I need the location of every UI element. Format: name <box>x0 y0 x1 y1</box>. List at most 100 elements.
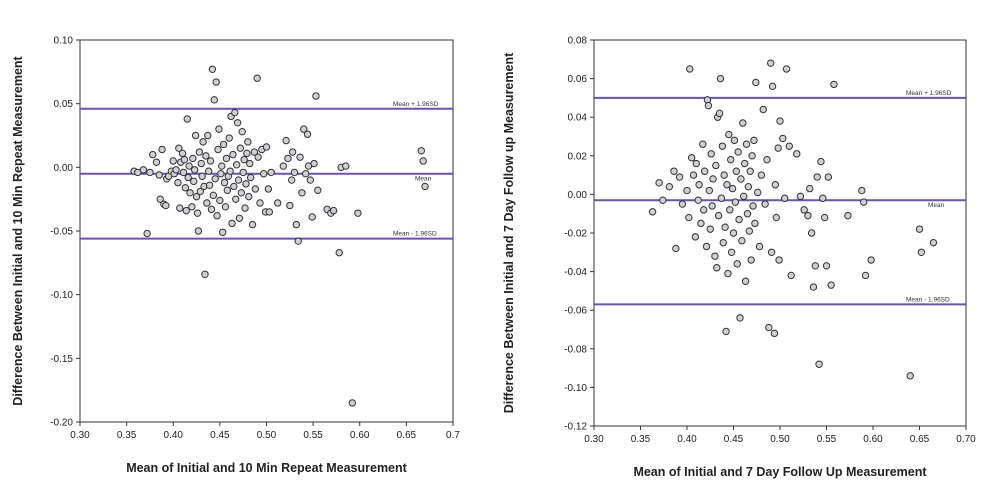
data-point <box>223 186 232 194</box>
data-point <box>260 170 268 178</box>
data-point <box>216 196 224 205</box>
data-point <box>694 196 702 204</box>
data-point <box>335 248 343 257</box>
data-point <box>724 269 732 278</box>
data-point <box>706 225 714 233</box>
data-point <box>707 150 715 158</box>
data-point <box>738 237 746 245</box>
data-point <box>246 159 254 168</box>
data-point <box>772 213 780 222</box>
data-point <box>232 195 240 203</box>
data-point <box>774 144 782 152</box>
y-tick-label: 0.04 <box>568 113 588 124</box>
data-point <box>306 176 315 184</box>
reference-line-label: Mean <box>928 202 945 209</box>
data-point <box>230 182 238 191</box>
data-point <box>708 202 716 210</box>
data-point <box>800 206 808 214</box>
data-point <box>273 199 282 207</box>
x-tick-label: 0.50 <box>770 434 790 445</box>
data-point <box>204 131 212 140</box>
data-point <box>686 65 694 73</box>
data-point <box>175 144 183 152</box>
data-point <box>824 173 833 181</box>
data-point <box>239 168 247 177</box>
data-point <box>687 154 696 162</box>
data-point <box>770 329 779 338</box>
y-tick-label: -0.05 <box>50 227 73 238</box>
data-point <box>782 65 791 73</box>
data-point <box>189 154 197 163</box>
y-axis-title: Difference Between Initial and 7 Day Fol… <box>502 52 516 413</box>
data-point <box>245 192 253 201</box>
data-point <box>655 179 663 187</box>
data-point <box>750 136 758 145</box>
chart-left: 0.30 0.35 0.40 0.45 0.50 0.55 0.60 0.65 0.7 0.10 0… <box>11 36 460 476</box>
data-point <box>705 186 714 195</box>
data-point <box>211 175 219 183</box>
data-point <box>780 194 789 202</box>
data-point <box>241 204 249 212</box>
data-point <box>751 219 759 228</box>
data-point <box>659 196 667 204</box>
data-point <box>185 162 193 170</box>
data-point <box>290 168 299 177</box>
data-point <box>348 399 356 407</box>
reference-line-label: Mean - 1.96SD <box>393 231 437 238</box>
data-point <box>199 138 207 146</box>
data-point <box>761 200 769 208</box>
y-tick-label: 0.02 <box>568 151 588 162</box>
data-point <box>819 194 827 202</box>
data-point <box>178 149 187 158</box>
data-point <box>155 171 163 179</box>
data-point <box>742 140 751 148</box>
data-point <box>787 271 795 280</box>
data-point <box>354 209 362 217</box>
data-point <box>715 109 724 118</box>
data-point <box>156 195 164 203</box>
data-point <box>695 181 703 189</box>
y-tick-label: 0.05 <box>54 99 74 110</box>
x-tick-label: 0.55 <box>817 434 837 445</box>
data-point <box>217 170 225 178</box>
data-point <box>720 171 728 179</box>
data-point <box>718 142 727 150</box>
data-point <box>244 138 252 146</box>
data-point <box>765 323 773 332</box>
data-point <box>250 148 259 156</box>
data-point <box>860 198 868 206</box>
data-point <box>867 256 875 264</box>
data-point <box>139 166 148 174</box>
data-point <box>231 108 239 117</box>
data-point <box>243 149 251 158</box>
data-point <box>190 166 199 174</box>
data-point <box>713 264 721 272</box>
data-point <box>755 242 764 251</box>
data-point <box>184 173 192 182</box>
data-point <box>203 199 211 207</box>
y-tick-label: -0.10 <box>50 290 73 301</box>
data-point <box>683 186 691 195</box>
data-point <box>723 181 731 189</box>
data-point <box>226 167 234 175</box>
data-point <box>232 161 241 169</box>
data-point <box>809 283 818 291</box>
data-point <box>691 233 700 241</box>
x-tick-label: 0.60 <box>350 430 370 441</box>
data-point <box>716 74 725 83</box>
data-point <box>775 256 783 264</box>
data-point <box>806 184 814 193</box>
data-point <box>314 186 322 194</box>
data-point <box>734 148 742 156</box>
data-point <box>218 228 227 236</box>
data-point <box>143 229 151 238</box>
x-tick-label: 0.40 <box>677 434 697 445</box>
x-tick-label: 0.65 <box>397 430 417 441</box>
data-point <box>208 65 217 73</box>
data-point <box>240 155 248 164</box>
data-point <box>183 115 191 123</box>
data-point <box>213 212 221 220</box>
data-point <box>915 225 924 233</box>
data-point <box>748 152 756 160</box>
data-point <box>267 168 275 177</box>
